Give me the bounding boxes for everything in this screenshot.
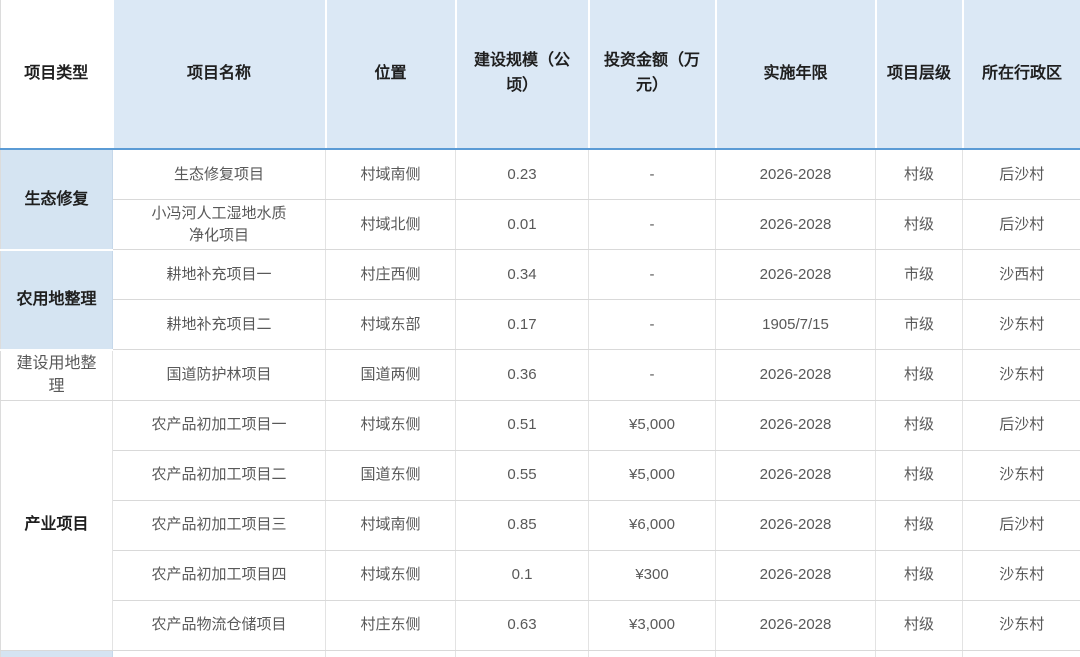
- cell-district: 后沙村: [963, 149, 1080, 200]
- cell-district: 沙东村: [963, 300, 1080, 350]
- cell-level: 村级: [876, 450, 963, 500]
- cell-investment: -: [589, 300, 716, 350]
- cell-scale: 0.17: [456, 300, 589, 350]
- cell-period: 2026-2028: [716, 450, 876, 500]
- cell-name: 农产品初加工项目二: [113, 450, 326, 500]
- table-row: 农产品物流仓储项目 村庄东侧 0.63 ¥3,000 2026-2028 村级 …: [1, 600, 1080, 650]
- cell-period: 2026-2028: [716, 350, 876, 401]
- cell-scale: 0.55: [456, 450, 589, 500]
- cell-period: 1905/7/15: [716, 300, 876, 350]
- cell-name: 耕地补充项目一: [113, 250, 326, 300]
- cell-name: 农产品初加工项目一: [113, 400, 326, 450]
- cell-investment: -: [589, 149, 716, 200]
- cell-period: 2026-2028: [716, 149, 876, 200]
- cell-name: 小冯河人工湿地水质净化项目: [113, 200, 326, 250]
- cell-district: 后沙村: [963, 200, 1080, 250]
- cell-location: 国道两侧: [326, 350, 456, 401]
- group-cell-construction-land: 建设用地整理: [1, 350, 113, 401]
- cell-scale: 0.36: [456, 350, 589, 401]
- header-scale: 建设规模（公顷）: [456, 0, 589, 149]
- table-row: 农产品初加工项目四 村域东侧 0.1 ¥300 2026-2028 村级 沙东村: [1, 550, 1080, 600]
- cell-scale: 0.85: [456, 500, 589, 550]
- table-row: 建设用地整理 国道防护林项目 国道两侧 0.36 - 2026-2028 村级 …: [1, 350, 1080, 401]
- table-row: 农产品初加工项目二 国道东侧 0.55 ¥5,000 2026-2028 村级 …: [1, 450, 1080, 500]
- cell-level: 村级: [876, 350, 963, 401]
- table-row: 小冯河人工湿地水质净化项目 村域北侧 0.01 - 2026-2028 村级 后…: [1, 200, 1080, 250]
- cell-scale: 0.34: [456, 250, 589, 300]
- cell-period: 2026-2028: [716, 500, 876, 550]
- cell-investment: ¥300: [589, 550, 716, 600]
- cell-level: 村级: [876, 149, 963, 200]
- cell-district: 沙西村: [963, 250, 1080, 300]
- cell-level: 村级: [876, 600, 963, 650]
- group-cell-ecological-restoration: 生态修复: [1, 149, 113, 250]
- cell-scale: 0.63: [456, 600, 589, 650]
- cell-investment: ¥5,000: [589, 400, 716, 450]
- cell-scale: 0.51: [456, 400, 589, 450]
- partial-group-cell: [1, 650, 113, 657]
- cell-name: 耕地补充项目二: [113, 300, 326, 350]
- table-row: 生态修复 生态修复项目 村域南侧 0.23 - 2026-2028 村级 后沙村: [1, 149, 1080, 200]
- header-level: 项目层级: [876, 0, 963, 149]
- cell-investment: ¥5,000: [589, 450, 716, 500]
- cell-level: 市级: [876, 300, 963, 350]
- cell-level: 村级: [876, 400, 963, 450]
- table-row: 耕地补充项目二 村域东部 0.17 - 1905/7/15 市级 沙东村: [1, 300, 1080, 350]
- cell-investment: -: [589, 250, 716, 300]
- cell-period: 2026-2028: [716, 400, 876, 450]
- partial-cutoff-row: [1, 650, 1080, 657]
- cell-location: 国道东侧: [326, 450, 456, 500]
- cell-district: 后沙村: [963, 500, 1080, 550]
- cell-name: 农产品初加工项目四: [113, 550, 326, 600]
- cell-location: 村庄西侧: [326, 250, 456, 300]
- cell-district: 沙东村: [963, 600, 1080, 650]
- table-row: 农用地整理 耕地补充项目一 村庄西侧 0.34 - 2026-2028 市级 沙…: [1, 250, 1080, 300]
- cell-level: 村级: [876, 550, 963, 600]
- header-location: 位置: [326, 0, 456, 149]
- cell-level: 村级: [876, 500, 963, 550]
- cell-name: 国道防护林项目: [113, 350, 326, 401]
- cell-location: 村域东部: [326, 300, 456, 350]
- cell-name: 农产品初加工项目三: [113, 500, 326, 550]
- cell-location: 村域东侧: [326, 550, 456, 600]
- header-period: 实施年限: [716, 0, 876, 149]
- header-project-type: 项目类型: [1, 0, 113, 149]
- cell-level: 市级: [876, 250, 963, 300]
- cell-district: 沙东村: [963, 550, 1080, 600]
- group-cell-agricultural-land: 农用地整理: [1, 250, 113, 350]
- cell-period: 2026-2028: [716, 250, 876, 300]
- cell-location: 村庄东侧: [326, 600, 456, 650]
- table-row: 农产品初加工项目三 村域南侧 0.85 ¥6,000 2026-2028 村级 …: [1, 500, 1080, 550]
- cell-name: 农产品物流仓储项目: [113, 600, 326, 650]
- cell-location: 村域南侧: [326, 500, 456, 550]
- header-project-name: 项目名称: [113, 0, 326, 149]
- cell-scale: 0.23: [456, 149, 589, 200]
- cell-district: 后沙村: [963, 400, 1080, 450]
- header-investment: 投资金额（万元）: [589, 0, 716, 149]
- cell-scale: 0.01: [456, 200, 589, 250]
- header-district: 所在行政区: [963, 0, 1080, 149]
- cell-district: 沙东村: [963, 450, 1080, 500]
- cell-investment: -: [589, 350, 716, 401]
- cell-location: 村域北侧: [326, 200, 456, 250]
- cell-location: 村域东侧: [326, 400, 456, 450]
- cell-period: 2026-2028: [716, 550, 876, 600]
- cell-name: 生态修复项目: [113, 149, 326, 200]
- cell-investment: ¥3,000: [589, 600, 716, 650]
- group-cell-industry-projects: 产业项目: [1, 400, 113, 650]
- cell-level: 村级: [876, 200, 963, 250]
- cell-period: 2026-2028: [716, 200, 876, 250]
- cell-location: 村域南侧: [326, 149, 456, 200]
- cell-period: 2026-2028: [716, 600, 876, 650]
- cell-investment: -: [589, 200, 716, 250]
- cell-investment: ¥6,000: [589, 500, 716, 550]
- table-header-row: 项目类型 项目名称 位置 建设规模（公顷） 投资金额（万元） 实施年限 项目层级…: [1, 0, 1080, 149]
- cell-district: 沙东村: [963, 350, 1080, 401]
- cell-scale: 0.1: [456, 550, 589, 600]
- table-row: 产业项目 农产品初加工项目一 村域东侧 0.51 ¥5,000 2026-202…: [1, 400, 1080, 450]
